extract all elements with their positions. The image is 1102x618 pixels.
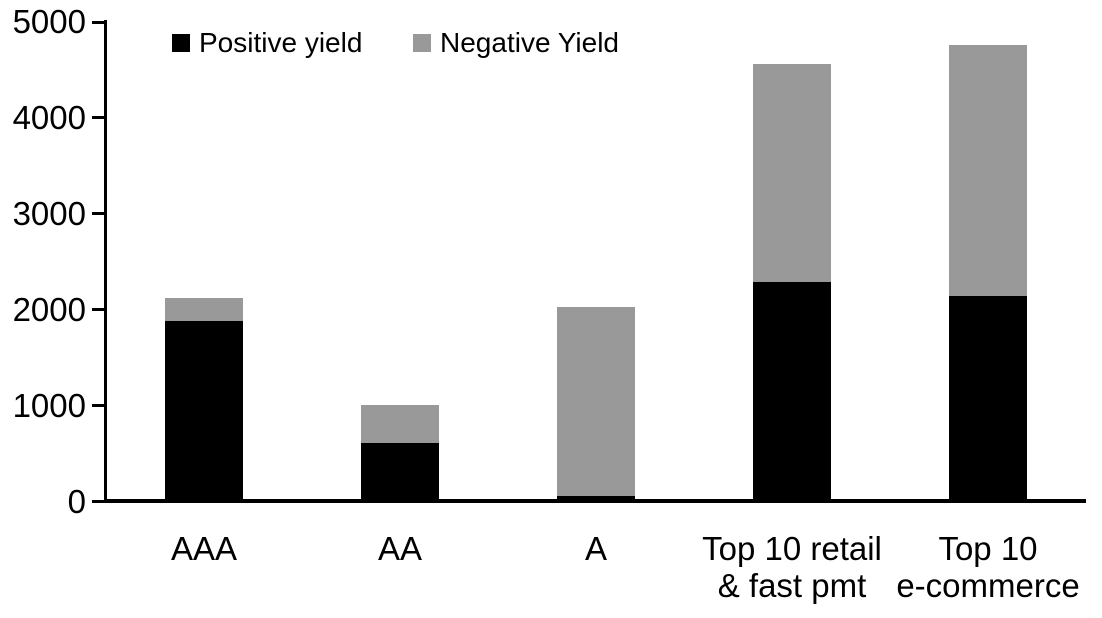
bar-segment-negative-yield [361, 404, 439, 443]
bar-segment-negative-yield [557, 306, 635, 497]
y-axis-label-4000: 4000 [12, 99, 86, 136]
bar-segment-positive-yield [753, 281, 831, 501]
bar-group-1 [165, 22, 243, 501]
bar-segment-negative-yield [753, 64, 831, 282]
bar-segment-positive-yield [557, 496, 635, 501]
legend-swatch-positive-yield [172, 34, 190, 52]
bar-segment-positive-yield [165, 320, 243, 501]
legend-label-positive-yield: Positive yield [199, 27, 363, 58]
x-axis-label-top10-retail: Top 10 retail & fast pmt [702, 530, 882, 604]
y-tick-4000 [92, 116, 104, 119]
y-tick-2000 [92, 308, 104, 311]
y-tick-5000 [92, 21, 104, 24]
bar-group-3 [557, 22, 635, 501]
y-axis-label-5000: 5000 [12, 3, 86, 40]
y-axis-label-3000: 3000 [12, 195, 86, 232]
y-tick-1000 [92, 404, 104, 407]
bar-group-2 [361, 22, 439, 501]
bar-segment-positive-yield [361, 442, 439, 501]
x-axis-line [104, 499, 1086, 503]
x-axis-label-aa: AA [377, 530, 423, 567]
y-axis-label-0: 0 [67, 483, 86, 520]
legend-item-positive-yield: Positive yield [172, 28, 362, 58]
bar-segment-negative-yield [165, 297, 243, 321]
legend-item-negative-yield: Negative Yield [413, 28, 619, 58]
bar-segment-positive-yield [949, 296, 1027, 501]
y-axis-label-2000: 2000 [12, 291, 86, 328]
y-axis-line [104, 20, 107, 503]
x-axis-label-aaa: AAA [170, 530, 238, 567]
plot-area [106, 22, 1086, 501]
y-axis-label-1000: 1000 [12, 387, 86, 424]
legend-label-negative-yield: Negative Yield [440, 27, 620, 58]
bar-group-5 [949, 22, 1027, 501]
bar-segment-negative-yield [949, 45, 1027, 296]
y-tick-0 [92, 500, 104, 503]
legend-swatch-negative-yield [413, 34, 431, 52]
y-tick-3000 [92, 212, 104, 215]
x-axis-label-top10-ecommerce: Top 10 e-commerce [896, 530, 1080, 604]
bar-group-4 [753, 22, 831, 501]
x-axis-label-a: A [584, 530, 607, 567]
